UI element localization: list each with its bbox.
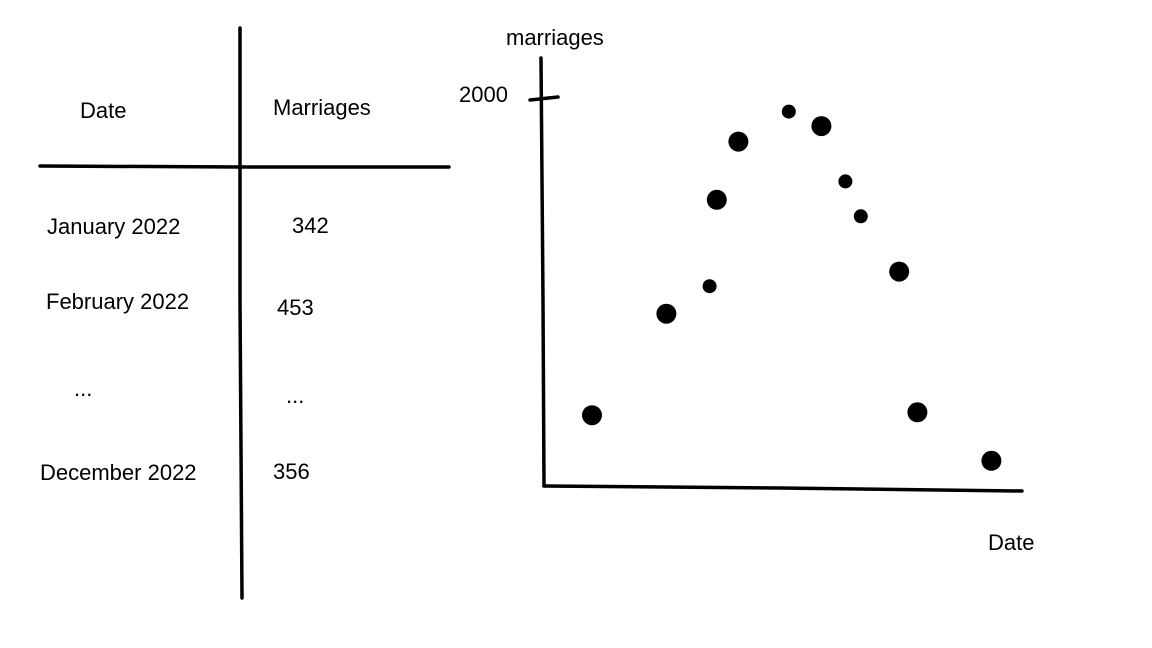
scatter-point-5	[728, 131, 749, 152]
table-row-3-marriages: 356	[273, 459, 310, 484]
table-header-date: Date	[80, 98, 126, 123]
table-row-3-date: December 2022	[40, 460, 197, 485]
table-vertical-divider	[238, 26, 244, 600]
scatter-point-7	[811, 116, 832, 137]
table-row-2-marriages: 453	[277, 295, 314, 320]
table-row-1-date: January 2022	[47, 214, 180, 239]
scatter-point-1	[582, 405, 602, 426]
scatter-point-2	[656, 303, 677, 324]
scatter-points	[582, 104, 1002, 471]
scatter-point-8	[838, 174, 853, 189]
scatter-point-6	[781, 104, 796, 119]
y-axis	[539, 56, 546, 488]
y-axis-label: marriages	[506, 25, 604, 50]
scatter-point-9	[853, 209, 868, 224]
table-header-divider	[38, 164, 451, 169]
scatter-point-11	[907, 402, 928, 423]
table-row-1-marriages: 342	[292, 213, 329, 238]
scatter-point-3	[702, 279, 717, 294]
scatter-point-4	[706, 189, 727, 210]
table-row-ellipsis-date: ...	[74, 376, 92, 401]
y-axis-tick-2000	[528, 95, 560, 102]
table-row-2-date: February 2022	[46, 289, 189, 314]
scatter-point-12	[981, 450, 1002, 471]
x-axis-label: Date	[988, 530, 1034, 555]
scatter-point-10	[889, 261, 910, 282]
x-axis	[542, 484, 1024, 493]
table-row-ellipsis-marriages: ...	[286, 383, 304, 408]
table-header-marriages: Marriages	[273, 95, 371, 120]
y-tick-label-2000: 2000	[459, 82, 508, 107]
